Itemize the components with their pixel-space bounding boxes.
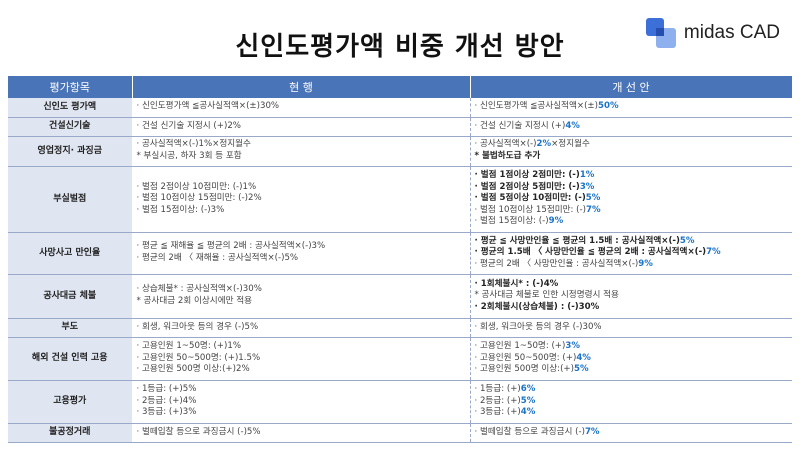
- cell-line: · 벌점 2점이상 5점미만: (-)3%: [474, 181, 595, 192]
- cell-line: · 3등급: (+)4%: [474, 407, 536, 418]
- cell-line: · 평균의 1.5배 〈 사망만인율 ≦ 평균의 2배 : 공사실적액×(-)7…: [474, 247, 721, 258]
- cell-line: · 평균의 2배 〈 재해율 : 공사실적액×(-)5%: [136, 253, 299, 263]
- cell-line: · 고용인원 1~50명: (+)1%: [136, 341, 242, 352]
- current-cell: · 평균 ≦ 재해율 ≦ 평균의 2배 : 공사실적액×(-)3% · 평균의 …: [132, 232, 471, 275]
- cell-line: · 회생, 워크아웃 등의 경우 (-)30%: [474, 321, 602, 332]
- proposed-cell: · 회생, 워크아웃 등의 경우 (-)30%: [470, 318, 792, 338]
- cell-line: · 신인도평가액 ≦공사실적액×(±)30%: [136, 101, 280, 112]
- row-category: 고용평가: [8, 380, 133, 424]
- proposed-cell: · 1등급: (+)6% · 2등급: (+)5% · 3등급: (+)4%: [470, 380, 792, 424]
- table-row: 공사대금 체불 · 상습체불* : 공사실적액×(-)30% * 공사대금 2회…: [8, 274, 792, 319]
- table-row: 부도 · 회생, 워크아웃 등의 경우 (-)5% · 회생, 워크아웃 등의 …: [8, 318, 792, 338]
- comparison-table: 평가항목 현 행 개 선 안 신인도 평가액 · 신인도평가액 ≦공사실적액×(…: [8, 76, 793, 443]
- cell-line: · 공사실적액×(-)2%×정지월수: [474, 139, 590, 150]
- row-category: 부도: [8, 318, 133, 338]
- page-title: 신인도평가액 비중 개선 방안: [235, 32, 565, 62]
- cell-line: * 불법하도급 추가: [474, 151, 541, 161]
- current-cell: · 상습체불* : 공사실적액×(-)30% * 공사대금 2회 이상시에만 적…: [132, 274, 471, 319]
- cell-line: · 벌점 15점이상: (-)3%: [136, 204, 225, 215]
- current-cell: · 벌떼입찰 등으로 과징금시 (-)5%: [132, 423, 471, 443]
- current-cell: · 공사실적액×(-)1%×정지월수 * 부실시공, 하자 3회 등 포함: [132, 136, 471, 167]
- cell-line: · 평균 ≦ 재해율 ≦ 평균의 2배 : 공사실적액×(-)3%: [136, 241, 326, 252]
- current-cell: · 벌점 2점이상 10점미만: (-)1% · 벌점 10점이상 15점미만:…: [132, 166, 471, 233]
- cell-line: · 2등급: (+)4%: [136, 395, 197, 406]
- current-cell: · 1등급: (+)5% · 2등급: (+)4% · 3등급: (+)3%: [132, 380, 471, 424]
- row-category: 해외 건설 인력 고용: [8, 337, 133, 381]
- table-row: 고용평가 · 1등급: (+)5% · 2등급: (+)4% · 3등급: (+…: [8, 380, 792, 424]
- current-cell: · 회생, 워크아웃 등의 경우 (-)5%: [132, 318, 471, 338]
- proposed-cell: · 1회체불시* : (-)4% * 공사대금 체불로 인한 시정명령시 적용 …: [470, 274, 792, 319]
- midas-cad-logo: midas CAD: [645, 18, 780, 48]
- table-row: 해외 건설 인력 고용 · 고용인원 1~50명: (+)1% · 고용인원 5…: [8, 337, 792, 381]
- row-category: 영업정지· 과징금: [8, 136, 133, 167]
- cell-line: · 벌점 10점이상 15점미만: (-)2%: [136, 193, 262, 204]
- proposed-cell: · 평균 ≦ 사망만인율 ≦ 평균의 1.5배 : 공사실적액×(-)5% · …: [470, 232, 792, 275]
- cell-line: · 평균의 2배 〈 사망만인율 : 공사실적액×(-)9%: [474, 258, 653, 269]
- cell-line: · 고용인원 50~500명: (+)4%: [474, 352, 591, 363]
- cell-line: · 고용인원 50~500명: (+)1.5%: [136, 352, 261, 363]
- cell-line: · 벌떼입찰 등으로 과징금시 (-)7%: [474, 426, 600, 437]
- cell-line: * 부실시공, 하자 3회 등 포함: [136, 151, 242, 161]
- cell-line: · 1등급: (+)5%: [136, 384, 197, 395]
- cell-line: · 고용인원 1~50명: (+)3%: [474, 341, 580, 352]
- row-category: 신인도 평가액: [8, 98, 133, 118]
- table-row: 사망사고 만인율 · 평균 ≦ 재해율 ≦ 평균의 2배 : 공사실적액×(-)…: [8, 232, 792, 275]
- header-current: 현 행: [132, 76, 471, 98]
- table-header-row: 평가항목 현 행 개 선 안: [8, 76, 793, 98]
- proposed-cell: · 신인도평가액 ≦공사실적액×(±)50%: [470, 98, 792, 118]
- cell-line: · 고용인원 500명 이상:(+)2%: [136, 364, 250, 375]
- cell-line: · 1회체불시* : (-)4%: [474, 278, 559, 289]
- proposed-cell: · 고용인원 1~50명: (+)3% · 고용인원 50~500명: (+)4…: [470, 337, 792, 381]
- cell-line: · 공사실적액×(-)1%×정지월수: [136, 139, 251, 150]
- header-proposed: 개 선 안: [470, 76, 793, 98]
- cell-line: * 공사대금 2회 이상시에만 적용: [136, 296, 253, 306]
- cell-line: · 2회체불시(상습체불) : (-)30%: [474, 301, 600, 312]
- cell-line: · 건설 신기술 지정시 (+)2%: [136, 120, 241, 131]
- current-cell: · 고용인원 1~50명: (+)1% · 고용인원 50~500명: (+)1…: [132, 337, 471, 381]
- cell-line: * 공사대금 체불로 인한 시정명령시 적용: [474, 290, 619, 301]
- proposed-cell: · 공사실적액×(-)2%×정지월수 * 불법하도급 추가: [470, 136, 792, 167]
- cell-line: · 상습체불* : 공사실적액×(-)30%: [136, 284, 262, 295]
- logo-text: midas CAD: [683, 22, 780, 43]
- midas-logo-icon: [645, 18, 676, 48]
- cell-line: · 벌점 1점이상 2점미만: (-)1%: [474, 170, 595, 181]
- row-category: 불공정거래: [8, 423, 133, 443]
- current-cell: · 건설 신기술 지정시 (+)2%: [132, 117, 471, 137]
- table-row: 부실벌점 · 벌점 2점이상 10점미만: (-)1% · 벌점 10점이상 1…: [8, 166, 792, 233]
- header-category: 평가항목: [8, 76, 133, 98]
- proposed-cell: · 벌점 1점이상 2점미만: (-)1% · 벌점 2점이상 5점미만: (-…: [470, 166, 792, 233]
- proposed-cell: · 벌떼입찰 등으로 과징금시 (-)7%: [470, 423, 792, 443]
- row-category: 공사대금 체불: [8, 274, 133, 319]
- cell-line: · 벌점 15점이상: (-)9%: [474, 216, 564, 227]
- table-row: 영업정지· 과징금 · 공사실적액×(-)1%×정지월수 * 부실시공, 하자 …: [8, 136, 792, 167]
- cell-line: · 2등급: (+)5%: [474, 395, 536, 406]
- proposed-cell: · 건설 신기술 지정시 (+)4%: [470, 117, 792, 137]
- cell-line: · 1등급: (+)6%: [474, 384, 536, 395]
- row-category: 사망사고 만인율: [8, 232, 133, 275]
- cell-line: · 3등급: (+)3%: [136, 407, 197, 418]
- table-row: 신인도 평가액 · 신인도평가액 ≦공사실적액×(±)30% · 신인도평가액 …: [8, 98, 792, 118]
- cell-line: · 벌점 5점이상 10점미만: (-)5%: [474, 193, 601, 204]
- cell-line: · 벌점 10점이상 15점미만: (-)7%: [474, 204, 601, 215]
- current-cell: · 신인도평가액 ≦공사실적액×(±)30%: [132, 98, 471, 118]
- row-category: 건설신기술: [8, 117, 133, 137]
- cell-line: · 벌떼입찰 등으로 과징금시 (-)5%: [136, 426, 261, 437]
- table-row: 건설신기술 · 건설 신기술 지정시 (+)2% · 건설 신기술 지정시 (+…: [8, 117, 792, 137]
- cell-line: · 벌점 2점이상 10점미만: (-)1%: [136, 181, 257, 192]
- table-row: 불공정거래 · 벌떼입찰 등으로 과징금시 (-)5% · 벌떼입찰 등으로 과…: [8, 423, 792, 443]
- row-category: 부실벌점: [8, 166, 133, 233]
- cell-line: · 평균 ≦ 사망만인율 ≦ 평균의 1.5배 : 공사실적액×(-)5%: [474, 235, 695, 246]
- cell-line: · 신인도평가액 ≦공사실적액×(±)50%: [474, 101, 619, 112]
- cell-line: · 회생, 워크아웃 등의 경우 (-)5%: [136, 321, 259, 332]
- cell-line: · 건설 신기술 지정시 (+)4%: [474, 120, 580, 131]
- cell-line: · 고용인원 500명 이상:(+)5%: [474, 364, 589, 375]
